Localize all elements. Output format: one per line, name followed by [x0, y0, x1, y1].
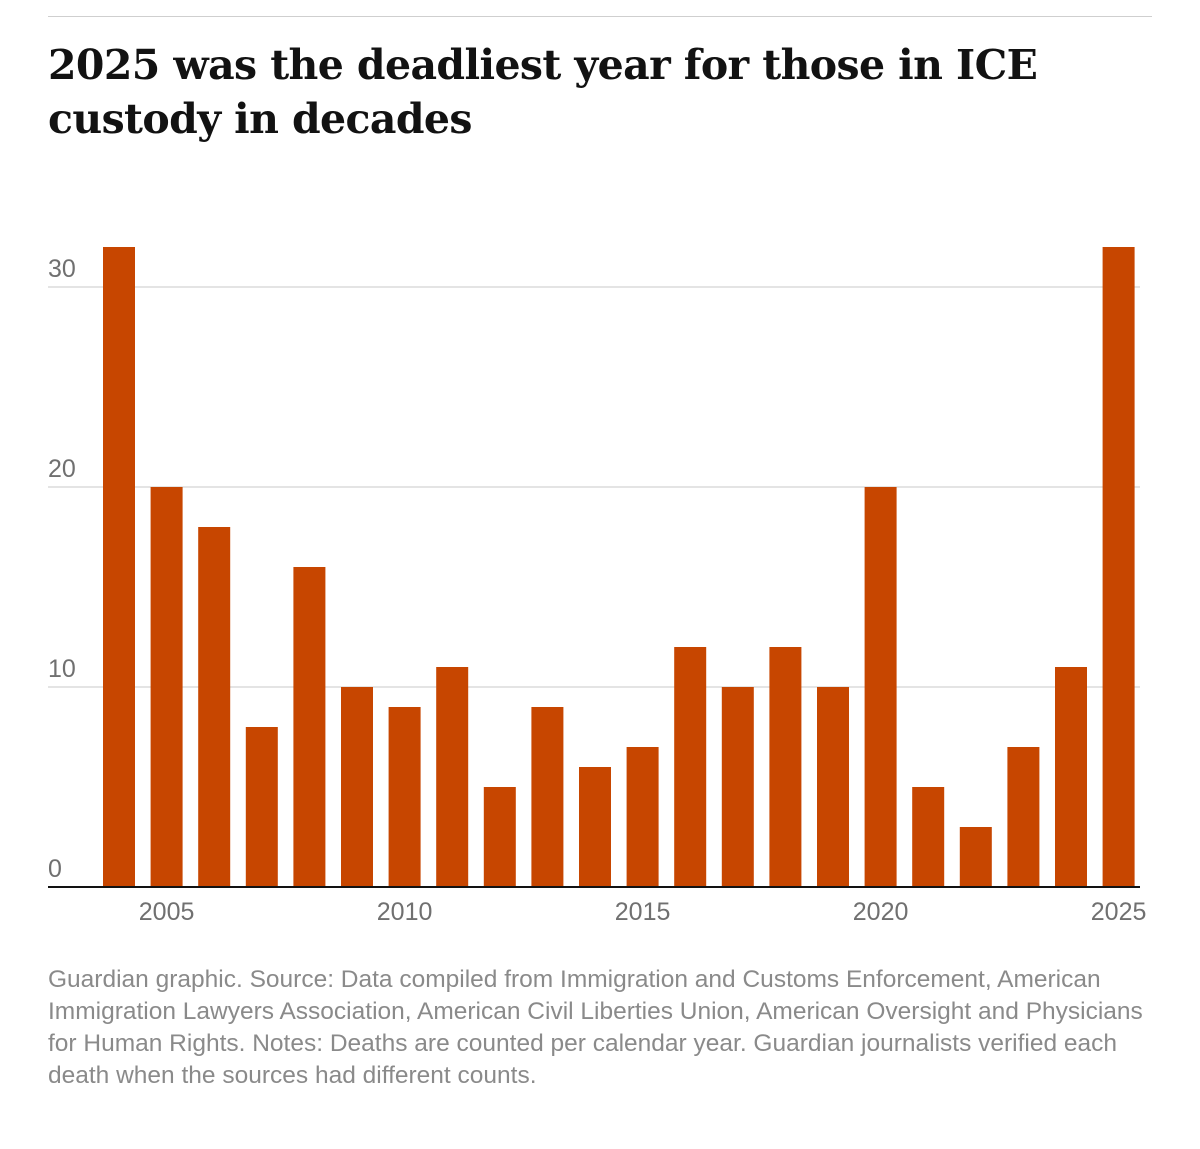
bar-2015 — [626, 747, 659, 887]
bar-2019 — [817, 687, 849, 887]
bar-2024 — [1055, 667, 1087, 887]
bar-2023 — [1007, 747, 1040, 887]
bar-2016 — [674, 647, 707, 887]
bar-2017 — [721, 687, 754, 887]
y-tick-label: 10 — [48, 655, 76, 683]
x-tick-label: 2010 — [377, 898, 433, 926]
bar-2022 — [959, 827, 992, 887]
y-tick-label: 0 — [48, 855, 62, 883]
bar-2021 — [912, 787, 945, 887]
bar-2008 — [293, 567, 326, 887]
bar-2014 — [579, 767, 611, 887]
bars — [103, 247, 1135, 887]
chart-title: 2025 was the deadliest year for those in… — [48, 41, 1038, 143]
bar-2004 — [103, 247, 135, 887]
bar-2020 — [864, 487, 897, 887]
x-tick-label: 2020 — [853, 898, 909, 926]
top-divider — [48, 16, 1152, 17]
x-tick-label: 2025 — [1091, 898, 1147, 926]
bar-2012 — [483, 787, 516, 887]
source-note: Guardian graphic. Source: Data compiled … — [48, 966, 1143, 1089]
bar-2013 — [531, 707, 564, 887]
bar-chart: 0 10 20 30 2005 2010 2015 2020 2025 — [48, 247, 1147, 926]
bar-2005 — [150, 487, 183, 887]
bar-2018 — [769, 647, 802, 887]
bar-2006 — [198, 527, 231, 887]
y-axis-ticks: 0 10 20 30 — [48, 255, 76, 883]
bar-2009 — [341, 687, 373, 887]
x-axis-ticks: 2005 2010 2015 2020 2025 — [139, 898, 1147, 926]
x-tick-label: 2005 — [139, 898, 195, 926]
bar-2011 — [436, 667, 469, 887]
bar-2025 — [1102, 247, 1135, 887]
y-tick-label: 30 — [48, 255, 76, 283]
bar-2010 — [388, 707, 421, 887]
x-tick-label: 2015 — [615, 898, 671, 926]
y-tick-label: 20 — [48, 455, 76, 483]
bar-2007 — [245, 727, 278, 887]
